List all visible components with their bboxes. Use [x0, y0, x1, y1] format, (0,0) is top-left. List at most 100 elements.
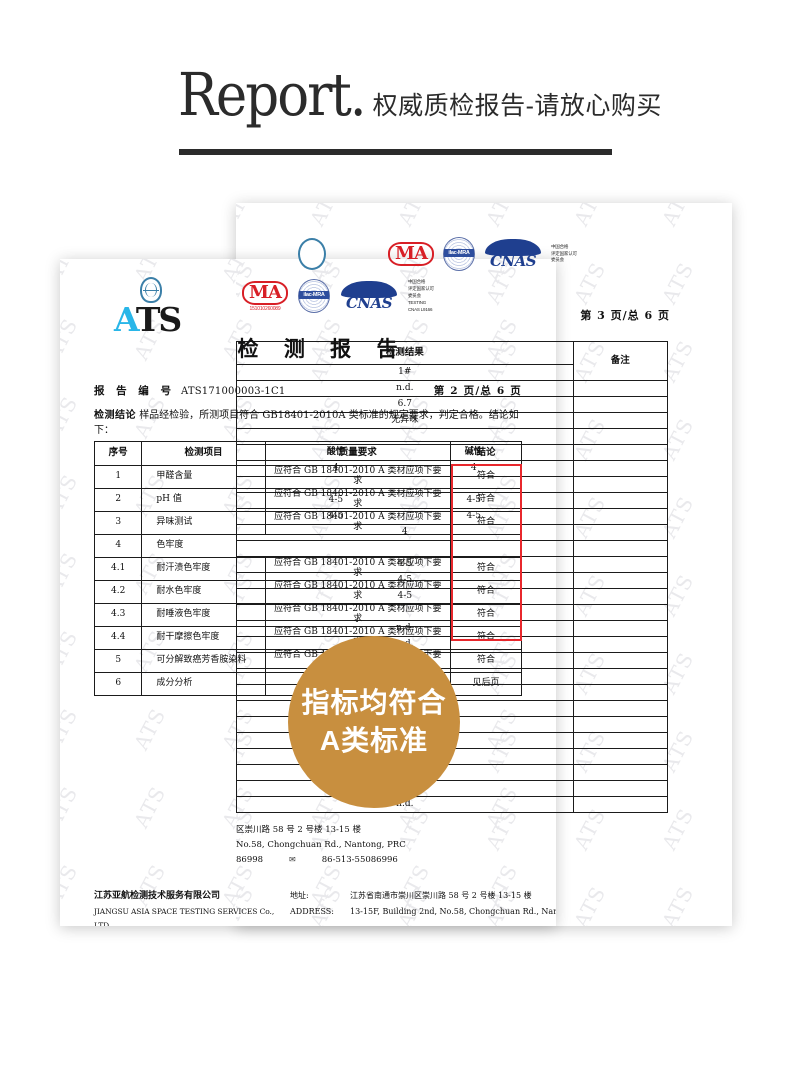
cell-item: 耐唾液色牢度: [141, 603, 266, 627]
quality-badge: 指标均符合 A类标准: [288, 636, 460, 808]
back-cell-note: [572, 460, 669, 477]
cell-result: 符合: [449, 580, 523, 604]
cell-item: pH 值: [141, 488, 266, 512]
cnas-swoosh-shape: [485, 239, 541, 256]
page-2-content: ATS MA 151010260089 ilac-MRA CNAS 中国合格 评…: [60, 259, 556, 926]
table-row: 1 甲醛含量 应符合 GB 18401-2010 A 类材应项下要求 符合: [93, 465, 523, 489]
cell-requirement: 应符合 GB 18401-2010 A 类材应项下要求: [264, 511, 451, 535]
footer-address-en: 13-15F, Building 2nd, No.58, Chongchuan …: [350, 906, 556, 916]
cell-item: 可分解致癌芳香胺染料: [141, 649, 266, 673]
ats-globe-icon: [140, 277, 162, 303]
header-title-row: Report. 权威质检报告-请放心购买: [178, 66, 662, 125]
back-footer-address-cn: 区崇川路 58 号 2 号楼 13-15 楼: [236, 825, 361, 835]
back-cell-note: [572, 716, 669, 733]
ats-watermark: ATS: [568, 882, 611, 926]
cnas-label: CNAS: [489, 252, 537, 270]
ats-watermark: ATS: [60, 782, 83, 832]
cnas-side-front-line-5: CNAS L9166: [408, 306, 433, 312]
ats-watermark: ATS: [656, 882, 699, 926]
footer-row-company: 江苏亚航检测技术服务有限公司 地址: 江苏省南通市崇川区崇川路 58 号 2 号…: [94, 888, 556, 905]
back-certification-logos: MA ilac-MRA CNAS 中国合格 评定国家认可 委员会: [298, 237, 577, 271]
cell-result: 见后页: [449, 672, 523, 696]
col-header-item: 检测项目: [141, 441, 266, 466]
back-cell-note: [572, 476, 669, 493]
cnas-side-front-line-1: 中国合格: [408, 279, 426, 284]
table-row: 2 pH 值应符合 GB 18401-2010 A 类材应项下要求 符合: [93, 488, 523, 512]
report-wordmark: Report.: [178, 61, 367, 130]
cnas-side-text: 中国合格 评定国家认可 委员会: [551, 244, 577, 265]
conclusion-label: 检测结论: [94, 410, 136, 421]
quality-badge-line-1: 指标均符合: [301, 687, 447, 719]
back-cell-note: [572, 508, 669, 525]
header-divider-rule: [179, 149, 612, 155]
test-results-table: 序号 检测项目 质量要求 结论 1 甲醛含量 应符合 GB 18401-2010 A…: [93, 441, 523, 696]
test-results-table-head: 序号 检测项目 质量要求 结论: [93, 441, 523, 466]
cnas-side-line-1: 中国合格: [551, 243, 569, 249]
ats-watermark: ATS: [128, 704, 171, 754]
cell-requirement: 应符合 GB 18401-2010 A 类材应项下要求: [264, 488, 451, 512]
ilac-mra-label-front: ilac-MRA: [299, 291, 329, 300]
ma-mark-code: 151010260089: [249, 305, 281, 312]
cell-no: 5: [93, 649, 143, 673]
back-cell-note: [572, 412, 669, 429]
fax-icon: ✉: [289, 854, 296, 864]
ma-mark-icon-front: MA 151010260089: [242, 280, 288, 312]
header-subtitle: 权威质检报告-请放心购买: [372, 92, 662, 120]
footer-address-label-en: ADDRESS:: [290, 906, 334, 916]
page-header-banner: Report. 权威质检报告-请放心购买: [0, 0, 790, 180]
conclusion-line: 检测结论 样品经检验，所测项目符合 GB18401-2010A 类标准的规定要求…: [94, 406, 522, 436]
table-row: 4.2 耐水色牢度 应符合 GB 18401-2010 A 类材应项下要求 符合: [93, 580, 523, 604]
back-footer-address-en: No.58, Chongchuan Rd., Nantong, PRC: [236, 839, 406, 850]
cnas-side-text-front: 中国合格 评定国家认可 委员会 TESTING CNAS L9166: [408, 279, 434, 314]
ats-watermark: ATS: [60, 704, 83, 754]
ats-logo: ATS: [114, 277, 206, 339]
back-table-row: n.d.: [236, 780, 669, 797]
footer-address-cn: 江苏省南通市崇川区崇川路 58 号 2 号楼 13-15 楼: [350, 891, 532, 900]
col-header-no: 序号: [93, 441, 143, 466]
cell-requirement: 应符合 GB 18401-2010 A 类材应项下要求: [264, 603, 451, 627]
back-cell-note: [572, 428, 669, 445]
table-row: 4.1 耐汗渍色牢度 应符合 GB 18401-2010 A 类材应项下要求 符合: [93, 557, 523, 581]
cell-no: 4.4: [93, 626, 143, 650]
back-cell-note: [572, 652, 669, 669]
table-row: 4 色牢度: [93, 534, 523, 558]
back-footer-phone: 86998: [236, 854, 264, 865]
front-page-indicator: 第 2 页/总 6 页: [433, 385, 522, 397]
back-footer-fax: 86-513-55086996: [321, 854, 398, 865]
ats-watermark: ATS: [128, 782, 171, 832]
back-page-indicator: 第 3 页/总 6 页: [580, 309, 670, 322]
cnas-side-line-3: 委员会: [551, 257, 564, 263]
back-cell-note: [572, 396, 669, 413]
cell-result: 符合: [449, 603, 523, 627]
back-cell-note: [572, 492, 669, 509]
cell-no: 6: [93, 672, 143, 696]
ats-logo-letter-a: A: [114, 300, 138, 339]
front-certification-marks: MA 151010260089 ilac-MRA CNAS 中国合格 评定国家认…: [242, 279, 434, 314]
cnas-icon: CNAS: [484, 238, 542, 270]
cell-item: 耐水色牢度: [141, 580, 266, 604]
table-row: 4.3 耐唾液色牢度 应符合 GB 18401-2010 A 类材应项下要求 符合: [93, 603, 523, 627]
footer-address-label-cn: 地址:: [290, 891, 309, 900]
back-cell-note: [572, 380, 669, 397]
report-number-group: 报 告 编 号 ATS171000003-1C1: [94, 383, 285, 398]
cell-no: 4.3: [93, 603, 143, 627]
back-cell-note: [572, 620, 669, 637]
ilac-mra-label: ilac-MRA: [444, 249, 474, 257]
cell-result: 符合: [449, 465, 523, 489]
back-table-header-row: 检测结果 备注: [236, 341, 669, 381]
cnas-swoosh-shape-front: [341, 281, 397, 299]
back-table-row: n.d.: [236, 796, 669, 813]
cell-requirement: 应符合 GB 18401-2010 A 类材应项下要求: [264, 580, 451, 604]
back-cell-note: [572, 604, 669, 621]
report-number-value: ATS171000003-1C1: [180, 386, 286, 397]
cell-no: 4.1: [93, 557, 143, 581]
cell-item: 耐汗渍色牢度: [141, 557, 266, 581]
cnas-icon-front: CNAS: [340, 280, 398, 312]
back-col-header-result: 检测结果: [236, 341, 574, 365]
ats-logo-text: ATS: [114, 300, 182, 339]
report-number-row: 报 告 编 号 ATS171000003-1C1 第 2 页/总 6 页: [94, 383, 522, 398]
table-header-row: 序号 检测项目 质量要求 结论: [93, 441, 523, 466]
ats-watermark: ATS: [656, 258, 699, 308]
cnas-side-front-line-3: 委员会: [408, 292, 421, 298]
